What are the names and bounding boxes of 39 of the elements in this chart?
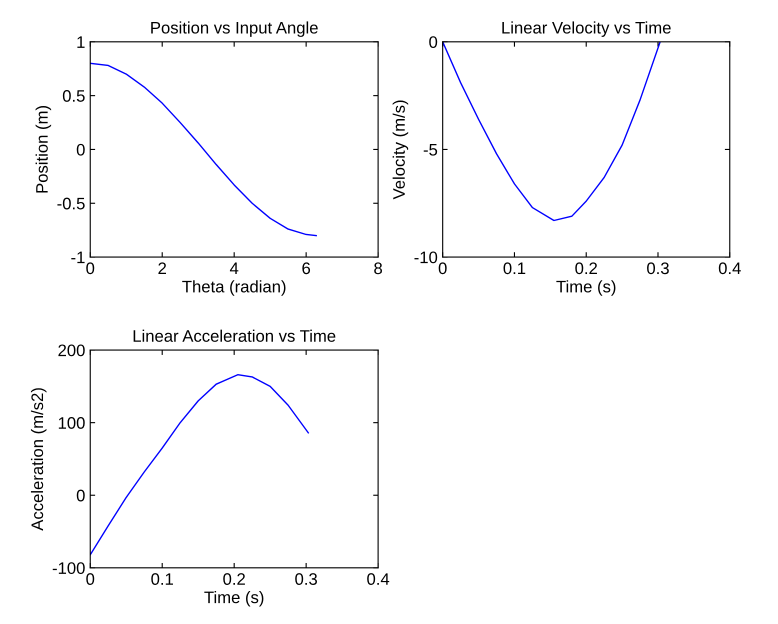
x-tick-label: 0.2: [575, 262, 597, 274]
x-axis-title: Theta (radian): [182, 280, 286, 296]
x-axis-title: Time (s): [204, 591, 264, 607]
y-tick-label: 200: [58, 344, 85, 356]
x-tick-label: 0.4: [718, 262, 741, 274]
y-tick-label: 0: [76, 144, 85, 156]
x-tick-label: 0.3: [295, 573, 317, 585]
x-tick-label: 0.1: [504, 262, 526, 274]
x-tick-label: 0.2: [223, 573, 245, 585]
y-tick-label: 0: [429, 36, 438, 48]
line-series: [90, 374, 309, 556]
x-tick-label: 4: [230, 262, 238, 274]
chart-title: Linear Velocity vs Time: [502, 21, 671, 37]
y-tick-label: -10: [414, 251, 438, 264]
y-tick-label: 0.5: [62, 90, 85, 102]
y-axis-title: Position (m): [36, 106, 52, 193]
y-tick-label: 1: [77, 36, 85, 48]
y-tick-label: -1: [71, 252, 85, 264]
y-axis-title: Velocity (m/s): [392, 100, 408, 200]
x-tick-label: 2: [158, 262, 166, 274]
x-tick-label: 0: [86, 262, 94, 274]
chart-title: Linear Acceleration vs Time: [134, 330, 336, 342]
x-tick-label: 0.4: [367, 573, 390, 585]
x-tick-label: 8: [374, 262, 382, 274]
y-tick-label: -5: [424, 144, 438, 156]
line-series: [442, 42, 661, 222]
x-axis-title: Time (s): [556, 280, 616, 296]
x-tick-label: 0.3: [647, 262, 669, 274]
line-series: [90, 62, 317, 236]
y-tick-label: 100: [58, 417, 85, 429]
x-tick-label: 0: [86, 573, 94, 585]
chart-title: Position vs Input Angle: [151, 21, 318, 37]
x-tick-label: 0: [438, 262, 447, 274]
y-tick-label: 0: [76, 490, 85, 502]
y-tick-label: -100: [52, 562, 85, 574]
y-tick-label: -0.5: [57, 198, 85, 210]
x-tick-label: 6: [302, 262, 310, 274]
x-tick-label: 0.1: [151, 573, 173, 585]
y-axis-title: Acceleration (m/s2): [30, 388, 46, 531]
